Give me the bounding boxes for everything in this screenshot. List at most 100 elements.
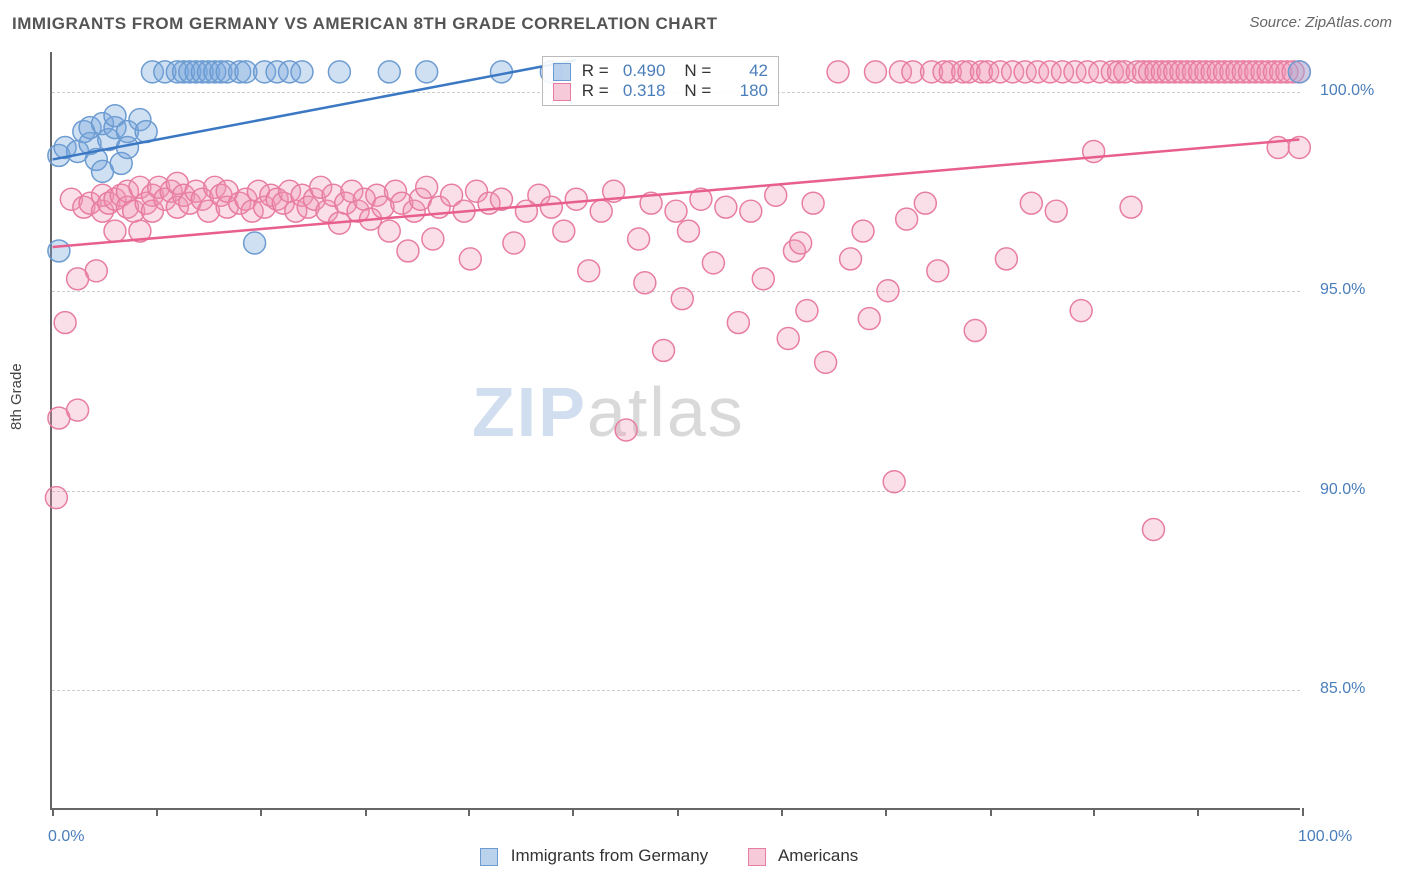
data-point — [48, 240, 70, 262]
data-point — [503, 232, 525, 254]
data-point — [459, 248, 481, 270]
data-point — [827, 61, 849, 83]
stats-row-americans: R = 0.318 N = 180 — [553, 81, 768, 101]
data-point — [995, 248, 1017, 270]
data-point — [802, 192, 824, 214]
x-tick — [468, 808, 470, 816]
data-point — [1070, 300, 1092, 322]
r-value-americans: 0.318 — [613, 81, 665, 101]
source-label: Source: ZipAtlas.com — [1249, 14, 1392, 31]
x-tick — [260, 808, 262, 816]
data-point — [796, 300, 818, 322]
data-point — [671, 288, 693, 310]
data-point — [397, 240, 419, 262]
data-point — [1120, 196, 1142, 218]
data-point — [964, 320, 986, 342]
data-point — [565, 188, 587, 210]
x-tick — [781, 808, 783, 816]
y-axis-label: 8th Grade — [8, 363, 25, 430]
x-tick — [1197, 808, 1199, 816]
x-tick — [365, 808, 367, 816]
data-point — [422, 228, 444, 250]
data-point — [416, 61, 438, 83]
chart-title: IMMIGRANTS FROM GERMANY VS AMERICAN 8TH … — [12, 14, 718, 34]
x-tick — [52, 808, 54, 816]
x-tick — [156, 808, 158, 816]
y-tick-label: 100.0% — [1320, 82, 1374, 100]
data-point — [416, 176, 438, 198]
trend-line — [53, 60, 577, 159]
y-tick-label: 95.0% — [1320, 281, 1365, 299]
series-legend: Immigrants from Germany Americans — [480, 846, 858, 866]
data-point — [45, 487, 67, 509]
x-tick — [1302, 808, 1304, 816]
data-point — [852, 220, 874, 242]
data-point — [677, 220, 699, 242]
data-point — [328, 61, 350, 83]
data-point — [865, 61, 887, 83]
data-point — [291, 61, 313, 83]
data-point — [777, 328, 799, 350]
n-value-americans: 180 — [716, 81, 768, 101]
x-tick-label: 0.0% — [48, 828, 84, 846]
legend-item-americans: Americans — [748, 846, 858, 866]
y-tick-label: 90.0% — [1320, 481, 1365, 499]
data-point — [590, 200, 612, 222]
n-label: N = — [684, 61, 711, 80]
swatch-americans-icon — [553, 83, 571, 101]
data-point — [54, 312, 76, 334]
x-tick — [990, 808, 992, 816]
data-point — [883, 471, 905, 493]
swatch-germany-icon — [553, 63, 571, 81]
swatch-americans-icon — [748, 848, 766, 866]
data-point — [665, 200, 687, 222]
n-value-germany: 42 — [716, 61, 768, 81]
data-point — [740, 200, 762, 222]
data-point — [553, 220, 575, 242]
data-point — [715, 196, 737, 218]
data-point — [67, 399, 89, 421]
data-point — [914, 192, 936, 214]
data-point — [790, 232, 812, 254]
r-value-germany: 0.490 — [613, 61, 665, 81]
data-point — [727, 312, 749, 334]
y-tick-label: 85.0% — [1320, 680, 1365, 698]
data-point — [896, 208, 918, 230]
data-point — [653, 339, 675, 361]
data-point — [815, 351, 837, 373]
data-point — [858, 308, 880, 330]
legend-item-germany: Immigrants from Germany — [480, 846, 708, 866]
data-point — [1143, 519, 1165, 541]
swatch-germany-icon — [480, 848, 498, 866]
chart-container: IMMIGRANTS FROM GERMANY VS AMERICAN 8TH … — [0, 0, 1406, 892]
x-tick — [677, 808, 679, 816]
x-tick-label: 100.0% — [1298, 828, 1352, 846]
data-point — [244, 232, 266, 254]
data-point — [927, 260, 949, 282]
data-point — [378, 61, 400, 83]
data-point — [752, 268, 774, 290]
stats-row-germany: R = 0.490 N = 42 — [553, 61, 768, 81]
stats-legend: R = 0.490 N = 42 R = 0.318 N = 180 — [542, 56, 779, 106]
data-point — [634, 272, 656, 294]
r-label: R = — [582, 61, 609, 80]
data-point — [540, 196, 562, 218]
data-point — [578, 260, 600, 282]
plot-svg — [52, 52, 1300, 808]
data-point — [104, 220, 126, 242]
data-point — [1045, 200, 1067, 222]
x-tick — [885, 808, 887, 816]
data-point — [877, 280, 899, 302]
data-point — [840, 248, 862, 270]
x-tick — [572, 808, 574, 816]
data-point — [702, 252, 724, 274]
legend-label-germany: Immigrants from Germany — [511, 846, 708, 865]
data-point — [1288, 61, 1310, 83]
plot-area: ZIPatlas R = 0.490 N = 42 R = 0.318 N = … — [50, 52, 1300, 810]
data-point — [628, 228, 650, 250]
data-point — [1020, 192, 1042, 214]
r-label: R = — [582, 81, 609, 100]
data-point — [378, 220, 400, 242]
legend-label-americans: Americans — [778, 846, 858, 865]
data-point — [615, 419, 637, 441]
